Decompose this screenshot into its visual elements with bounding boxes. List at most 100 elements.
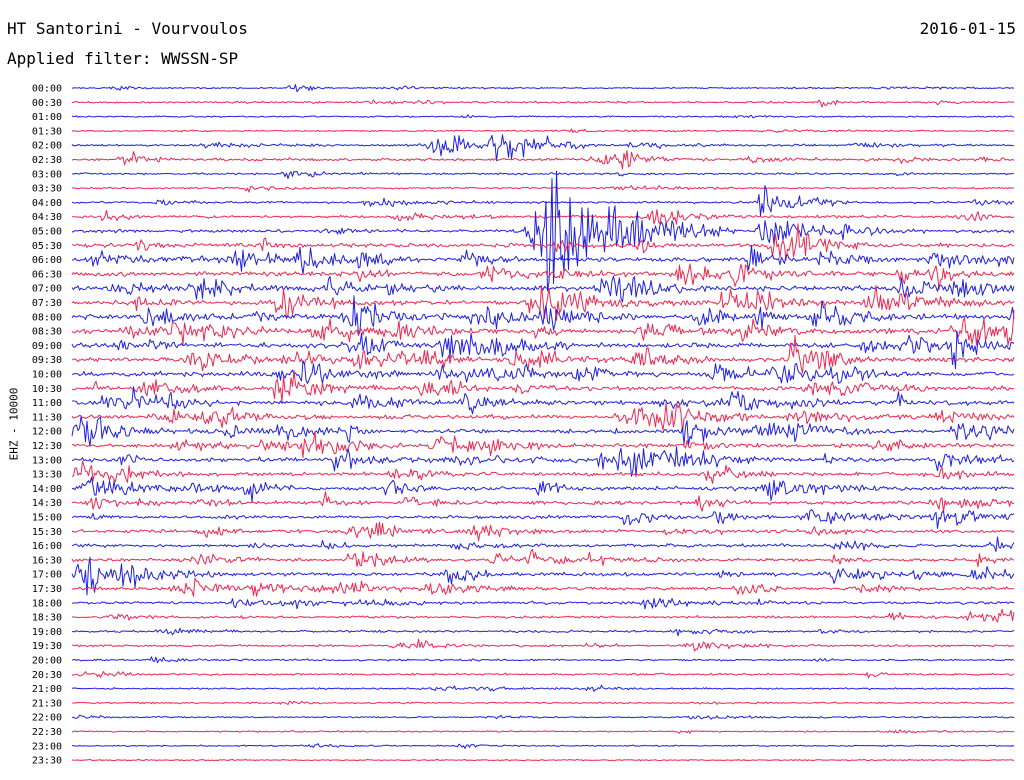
trace-2030 [71,671,1015,679]
hour-label-1000: 10:00 [32,370,62,381]
trace-1500 [71,509,1015,529]
hour-label-0830: 08:30 [32,327,62,338]
trace-0800 [71,295,1015,336]
hour-label-2330: 23:30 [32,756,62,767]
hour-label-0100: 01:00 [32,112,62,123]
hour-label-0530: 05:30 [32,241,62,252]
trace-2230 [71,729,1015,734]
trace-0630 [71,263,1015,290]
hour-label-1400: 14:00 [32,484,62,495]
hour-label-0700: 07:00 [32,284,62,295]
trace-0100 [71,114,1015,119]
trace-0530 [71,223,1015,261]
chart-date: 2016-01-15 [919,19,1016,38]
trace-0430 [71,209,1015,225]
trace-0230 [71,150,1015,170]
trace-2130 [71,700,1015,706]
hour-label-2030: 20:30 [32,670,62,681]
trace-1400 [71,476,1015,503]
hour-label-1630: 16:30 [32,555,62,566]
hour-label-1700: 17:00 [32,570,62,581]
trace-0500 [71,170,1015,292]
trace-1530 [71,521,1015,542]
trace-0200 [71,134,1015,162]
trace-1230 [71,431,1015,458]
seismic-traces [71,84,1015,762]
trace-1900 [72,627,1015,637]
trace-1930 [71,638,1015,652]
hour-label-0200: 02:00 [32,141,62,152]
trace-1130 [71,402,1015,432]
hour-label-1500: 15:00 [32,513,62,524]
chart-title: HT Santorini - Vourvoulos [7,19,248,38]
trace-0130 [71,128,1014,134]
hour-label-0000: 00:00 [32,84,62,95]
trace-0030 [71,99,1015,108]
trace-0830 [71,310,1015,346]
hour-label-0400: 04:00 [32,198,62,209]
hour-label-2130: 21:30 [32,698,62,709]
trace-1730 [71,577,1015,597]
trace-0700 [71,275,1015,303]
hour-label-2230: 22:30 [32,727,62,738]
hour-label-0800: 08:00 [32,312,62,323]
trace-0730 [71,285,1015,321]
hour-label-1600: 16:00 [32,541,62,552]
trace-1100 [71,386,1015,415]
hour-label-1030: 10:30 [32,384,62,395]
filter-label: Applied filter: WWSSN-SP [7,49,239,68]
hour-label-1830: 18:30 [32,613,62,624]
trace-1300 [71,446,1015,477]
hour-label-2300: 23:00 [32,741,62,752]
hour-label-1130: 11:30 [32,412,62,423]
trace-1630 [71,548,1015,568]
hour-label-0130: 01:30 [32,126,62,137]
hour-label-1330: 13:30 [32,470,62,481]
trace-1600 [71,536,1015,552]
trace-1030 [71,370,1015,403]
trace-1430 [71,491,1015,513]
hour-label-0600: 06:00 [32,255,62,266]
hour-label-0900: 09:00 [32,341,62,352]
trace-1200 [71,416,1015,447]
hour-label-2200: 22:00 [32,713,62,724]
hour-label-1530: 15:30 [32,527,62,538]
hour-label-1230: 12:30 [32,441,62,452]
trace-1000 [72,360,1015,384]
hour-label-2000: 20:00 [32,656,62,667]
hour-label-0930: 09:30 [32,355,62,366]
trace-0900 [71,330,1015,370]
trace-0930 [71,334,1015,374]
trace-1330 [71,460,1015,484]
hour-label-1930: 19:30 [32,641,62,652]
trace-0600 [71,244,1015,275]
trace-2100 [71,684,1015,692]
hour-label-1900: 19:00 [32,627,62,638]
trace-2000 [71,656,1015,664]
hour-label-0630: 06:30 [32,269,62,280]
hour-label-0300: 03:00 [32,169,62,180]
hour-label-0430: 04:30 [32,212,62,223]
hour-label-0730: 07:30 [32,298,62,309]
trace-0000 [71,84,1015,93]
hour-label-1300: 13:00 [32,455,62,466]
trace-2330 [71,758,1015,762]
hour-label-1100: 11:00 [32,398,62,409]
hour-label-1430: 14:30 [32,498,62,509]
trace-0300 [71,171,1015,180]
hour-label-0230: 02:30 [32,155,62,166]
trace-0400 [71,185,1015,217]
hour-label-1200: 12:00 [32,427,62,438]
trace-1700 [71,556,1015,596]
trace-1800 [71,598,1015,610]
trace-2300 [71,743,1015,749]
hour-label-2100: 21:00 [32,684,62,695]
hour-labels: 00:00 00:30 01:00 01:30 02:00 02:30 03:00 03:30… [32,84,62,767]
trace-2200 [71,714,1015,720]
hour-label-1800: 18:00 [32,598,62,609]
trace-0330 [71,184,1015,193]
hour-label-0330: 03:30 [32,184,62,195]
trace-1830 [71,608,1015,623]
hour-label-1730: 17:30 [32,584,62,595]
